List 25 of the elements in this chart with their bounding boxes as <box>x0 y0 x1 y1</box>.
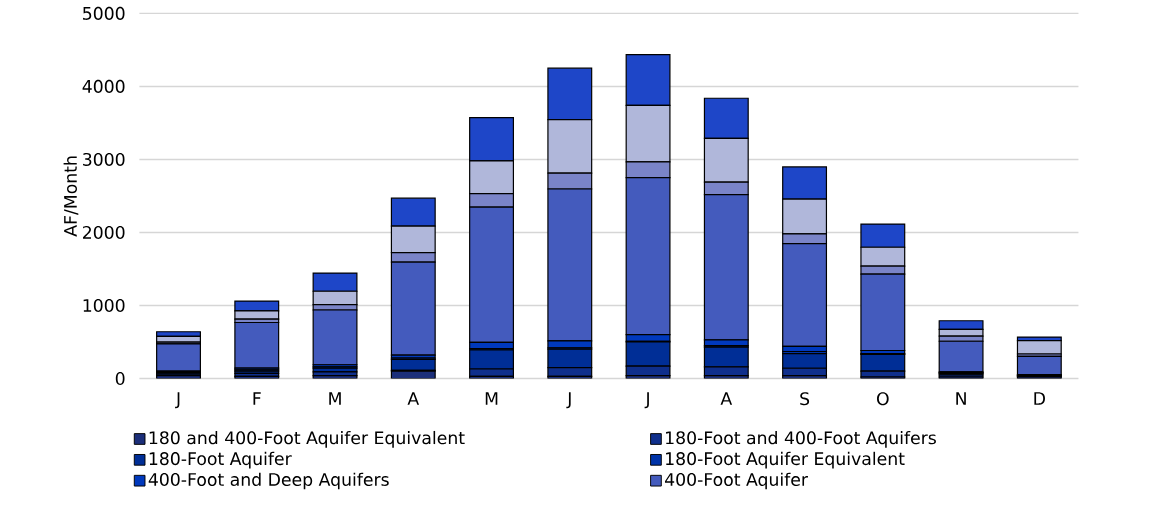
x-tick-label: J <box>644 392 649 409</box>
x-tick-label: M <box>485 392 498 405</box>
legend-label: 180-Foot and 400-Foot Aquifers <box>666 430 936 448</box>
x-tick-label: O <box>877 392 889 406</box>
y-tick-label: 4000 <box>82 79 125 93</box>
x-tick-label: S <box>800 392 810 406</box>
y-tick-label: 5000 <box>83 6 125 20</box>
legend-label: 180-Foot Aquifer <box>149 451 292 469</box>
x-tick-label: D <box>1034 392 1045 405</box>
y-tick-label: 1000 <box>83 298 125 313</box>
y-tick-label: 0 <box>115 371 125 386</box>
x-tick-label: F <box>253 392 261 405</box>
y-tick-label: 3000 <box>83 152 125 166</box>
y-tick-label: 2000 <box>83 225 125 240</box>
x-tick-label: A <box>407 392 420 405</box>
x-tick-label: J <box>175 392 180 409</box>
x-tick-label: N <box>956 392 966 405</box>
legend-label: 400-Foot Aquifer <box>665 472 808 490</box>
y-axis-title: AF/Month <box>63 156 79 237</box>
legend-label: 180-Foot Aquifer Equivalent <box>666 451 905 469</box>
x-tick-label: M <box>329 392 341 405</box>
x-tick-label: A <box>720 392 733 405</box>
legend-label: 180 and 400-Foot Aquifer Equivalent <box>149 430 465 448</box>
x-tick-label: J <box>566 392 571 409</box>
legend-label: 400-Foot and Deep Aquifers <box>148 472 389 490</box>
